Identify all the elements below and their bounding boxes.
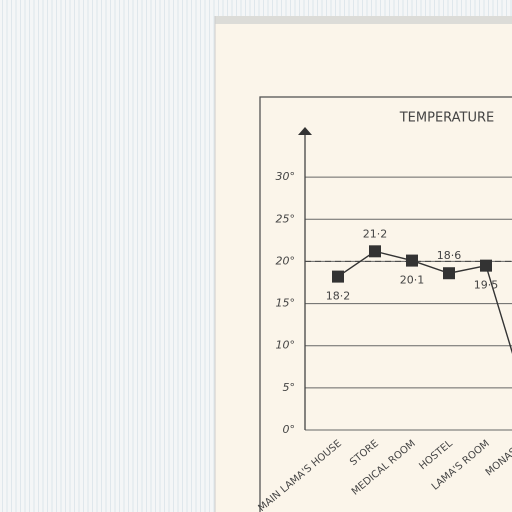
y-tick-label: 20° [276, 254, 296, 267]
y-tick-label: 10° [276, 339, 296, 352]
axis-arrow [298, 127, 312, 135]
y-tick-label: 15° [276, 297, 296, 310]
y-tick-label: 5° [283, 381, 296, 394]
marker [406, 254, 418, 267]
data-label: 20·1 [400, 274, 425, 287]
data-label: 21·2 [363, 227, 388, 240]
paper-edge [215, 16, 512, 24]
chart-title: TEMPERATURE [399, 111, 495, 126]
data-label: 18·2 [326, 290, 351, 303]
marker [369, 245, 381, 258]
frame [259, 96, 512, 512]
data-label: 19·5 [474, 279, 499, 292]
marker [332, 270, 344, 283]
paper [215, 16, 512, 512]
line [337, 250, 512, 354]
marker [480, 259, 492, 272]
data-label: 18·6 [437, 249, 462, 262]
y-tick-label: 30° [276, 170, 296, 183]
marker [443, 267, 455, 280]
y-tick-label: 25° [276, 212, 296, 225]
y-tick-label: 0° [283, 423, 296, 436]
